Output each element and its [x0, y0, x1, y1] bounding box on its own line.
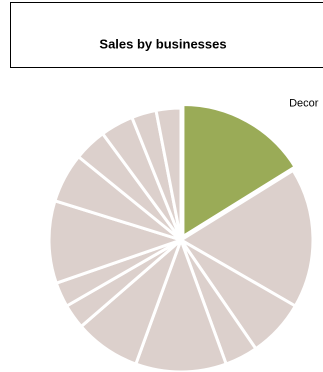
- pie-slice: [154, 106, 183, 242]
- chart-title: Sales by businesses: [99, 36, 226, 51]
- pie-slice: [179, 168, 315, 308]
- pie-slice: [47, 199, 183, 285]
- title-box: [10, 2, 323, 68]
- slice-label: Decor: [289, 98, 319, 110]
- pie-slice: [181, 103, 297, 239]
